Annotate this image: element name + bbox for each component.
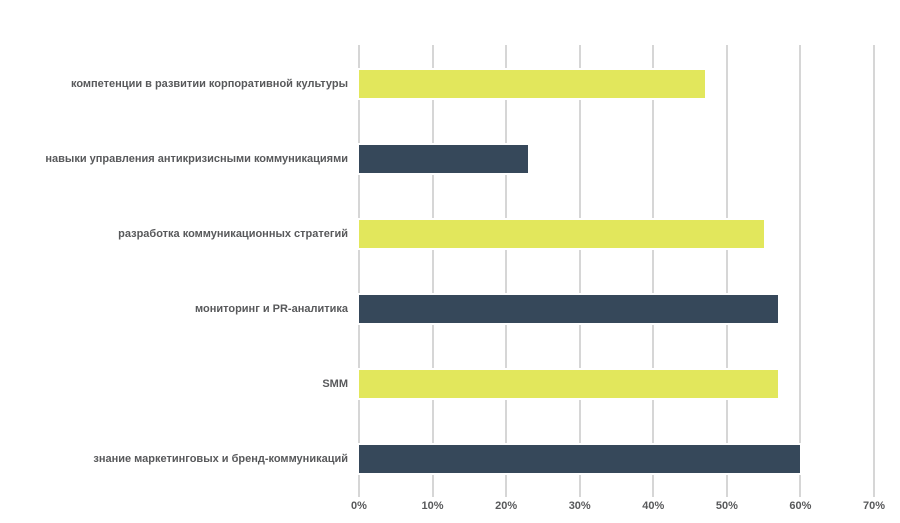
x-tick-label: 50% [715,500,738,512]
category-label: мониторинг и PR-аналитика [194,302,348,315]
gridline [725,45,728,497]
bar [357,142,531,175]
gridline [578,45,581,497]
plot-area [357,45,875,497]
category-label: разработка коммуникационных стратегий [118,227,348,240]
gridline [431,45,434,497]
bar [357,217,766,250]
gridline [652,45,655,497]
x-tick-label: 20% [495,500,518,512]
category-label: компетенции в развитии корпоративной кул… [70,77,348,90]
bar [357,443,803,475]
category-label: навыки управления антикризисными коммуни… [45,152,348,165]
category-label: SMM [322,377,348,390]
x-tick-label: 40% [642,500,665,512]
bar [357,292,781,325]
x-tick-label: 10% [421,500,444,512]
gridline [799,45,802,497]
x-tick-label: 30% [568,500,591,512]
gridline [873,45,875,497]
x-tick-label: 0% [351,500,367,512]
x-tick-label: 70% [862,500,886,512]
x-tick-label: 60% [789,500,812,512]
gridline [358,45,360,497]
category-label: знание маркетинговых и бренд-коммуникаци… [93,453,348,465]
bar [357,367,781,400]
bar [357,67,707,100]
gridline [505,45,508,497]
